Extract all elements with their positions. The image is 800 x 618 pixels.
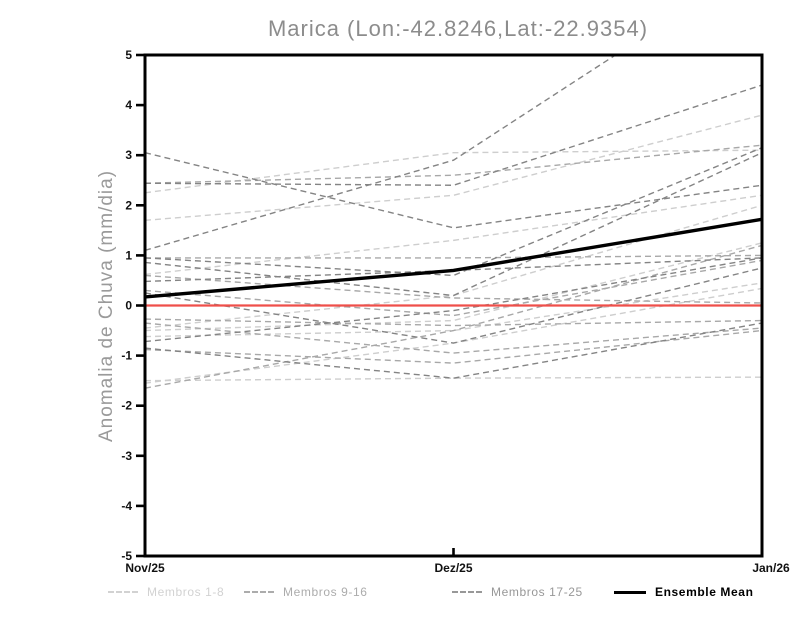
axes-layer: -5 -4 -3 -2 -1 0 1 2 3 4 5 Nov/25 Dez/25 Jan/26 [121, 48, 790, 575]
member-line-22 [145, 257, 762, 283]
member-line-19 [145, 84, 762, 186]
y-tick-label: -2 [121, 399, 132, 413]
y-tick-label: 4 [125, 98, 132, 112]
member-line-7 [145, 376, 762, 382]
member-line-11 [145, 274, 762, 304]
x-tick-label: Dez/25 [434, 561, 472, 575]
member-line-20 [145, 147, 762, 277]
member-line-14 [145, 322, 762, 354]
y-tick-label: 3 [125, 148, 132, 162]
ensemble-mean-line [145, 217, 762, 299]
member-line-16 [145, 244, 762, 389]
x-tick-label: Nov/25 [125, 561, 165, 575]
y-axis-title: Anomalia de Chuva (mm/dia) [96, 170, 117, 442]
ensemble-mean-layer [145, 217, 762, 299]
y-tick-label: -3 [121, 449, 132, 463]
member-line-13 [145, 318, 762, 327]
chart-title: Marica (Lon:-42.8246,Lat:-22.9354) [268, 16, 648, 41]
member-line-15 [145, 329, 762, 364]
member-line-12 [145, 259, 762, 317]
member-line-10 [145, 254, 762, 259]
y-tick-label: 1 [125, 248, 132, 262]
y-tick-label: -4 [121, 499, 132, 513]
member-line-6 [145, 282, 762, 338]
y-tick-label: -1 [121, 349, 132, 363]
y-tick-label: 2 [125, 198, 132, 212]
member-line-24 [145, 257, 762, 343]
member-lines-layer [145, 55, 762, 389]
y-tick-label: 5 [125, 48, 132, 62]
member-line-9 [145, 144, 762, 184]
member-line-18 [145, 55, 617, 252]
member-line-5 [145, 242, 762, 332]
member-line-17 [145, 152, 762, 229]
member-line-2 [145, 114, 762, 222]
member-line-1 [145, 149, 762, 194]
member-line-21 [145, 152, 762, 297]
member-line-8 [145, 287, 762, 384]
x-tick-label: Jan/26 [752, 561, 790, 575]
y-tick-label: -5 [121, 549, 132, 563]
member-line-23 [145, 267, 762, 344]
member-line-25 [145, 322, 762, 379]
y-tick-label: 0 [125, 299, 132, 313]
